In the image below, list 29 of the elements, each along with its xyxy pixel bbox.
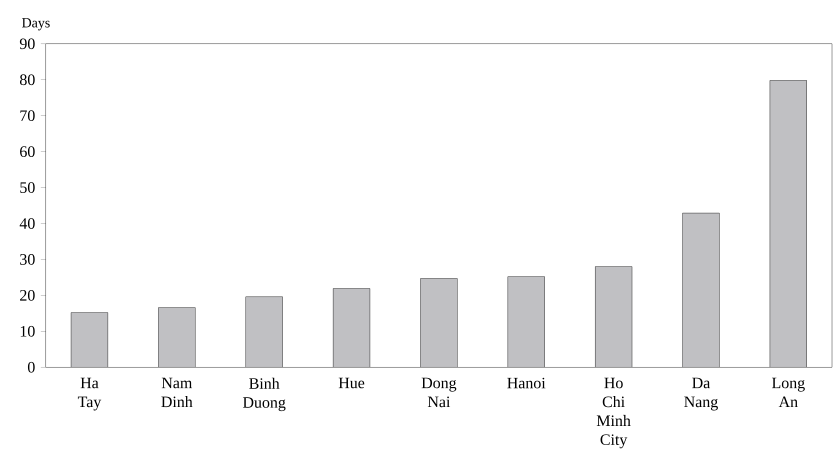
- y-axis-title: Days: [22, 18, 50, 31]
- x-tick-label: Long An: [772, 378, 805, 408]
- x-tick-label: Dong Nai: [422, 378, 456, 408]
- x-tick-label: Nam Dinh: [161, 378, 193, 408]
- bar: [595, 266, 632, 368]
- y-tick-label: 40: [20, 218, 35, 230]
- bar: [508, 276, 545, 368]
- y-tick-label: 60: [20, 146, 35, 158]
- bar: [158, 308, 196, 368]
- bar: [70, 312, 108, 368]
- y-tick-label: 90: [20, 38, 35, 50]
- bar: [770, 80, 807, 368]
- bar: [332, 288, 370, 368]
- y-tick-label: 20: [20, 290, 35, 301]
- y-tick-label: 70: [20, 110, 35, 122]
- bar: [420, 278, 458, 368]
- bar: [246, 296, 283, 368]
- x-tick-label: Ha Tay: [78, 378, 102, 411]
- x-tick-label: Binh Duong: [242, 378, 286, 412]
- y-tick-label: 80: [20, 74, 35, 86]
- y-tick-label: 30: [20, 254, 35, 265]
- bar: [682, 213, 720, 368]
- y-tick-label: 10: [20, 326, 35, 337]
- y-tick-label: 50: [20, 182, 35, 194]
- x-tick-label: Da Nang: [684, 378, 718, 411]
- x-tick-label: Hue: [338, 378, 364, 388]
- x-tick-label: Ho Chi Minh City: [596, 378, 631, 448]
- x-tick-label: Hanoi: [507, 378, 546, 389]
- y-tick-label: 0: [28, 362, 35, 373]
